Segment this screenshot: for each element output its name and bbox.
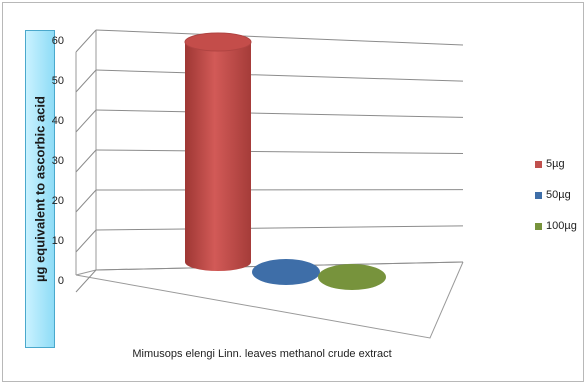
y-tick-label: 30 [52,155,64,167]
bar-disc [318,264,386,290]
floor-front-edge [75,261,464,339]
gridline [95,109,464,118]
legend-label: 5µg [546,158,565,170]
legend-item: 100µg [535,219,577,233]
bar-0 [184,32,252,271]
chart-frame [2,2,584,382]
x-category-label: Mimusops elengi Linn. leaves methanol cr… [132,348,391,360]
gridline [95,29,464,46]
bar-disc [252,259,320,285]
y-axis-label-box [25,30,55,348]
gridline-side [75,229,97,253]
bar-body [185,42,251,271]
y-tick-label: 60 [52,35,64,47]
legend-item: 5µg [535,157,565,171]
gridline-side [75,109,97,133]
gridline-side [75,189,97,213]
gridline [95,225,464,231]
legend-swatch [535,191,542,199]
legend-swatch [535,160,542,168]
y-tick-label: 0 [58,275,64,287]
legend-item: 50µg [535,188,571,202]
bar-1 [252,259,320,285]
y-tick-label: 20 [52,195,64,207]
floor-left-edge [75,269,97,276]
legend-label: 50µg [546,189,571,201]
y-tick-label: 50 [52,75,64,87]
gridline-side [75,69,97,93]
bar-2 [318,264,386,290]
y-tick-label: 40 [52,115,64,127]
gridline-side [75,269,97,293]
y-tick-label: 10 [52,235,64,247]
legend-label: 100µg [546,220,577,232]
gridline [95,149,464,154]
gridline [95,69,464,82]
bar-top [184,32,252,52]
gridline-side [75,29,97,53]
gridline-side [75,149,97,173]
legend-swatch [535,222,542,230]
